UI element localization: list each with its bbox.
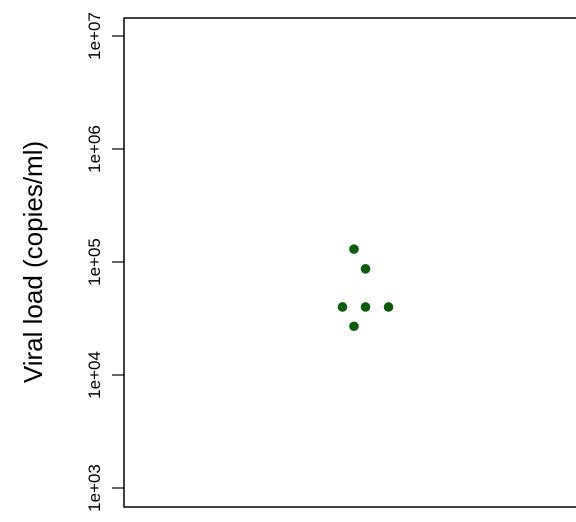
data-point <box>383 302 394 312</box>
y-tick-label: 1e+07 <box>85 12 104 60</box>
y-tick-label: 1e+06 <box>85 125 104 173</box>
data-point <box>349 321 359 332</box>
plot-frame <box>123 17 576 508</box>
data-point <box>337 302 348 312</box>
y-axis: 1e+03 1e+04 1e+05 1e+06 1e+07 <box>85 12 124 512</box>
y-tick-label: 1e+05 <box>85 238 104 286</box>
data-points <box>337 244 394 332</box>
y-tick-label: 1e+03 <box>85 464 104 512</box>
data-point <box>360 302 371 312</box>
y-tick-label: 1e+04 <box>85 351 104 399</box>
data-point <box>360 264 371 274</box>
y-axis-title: Viral load (copies/ml) <box>18 141 48 383</box>
data-point <box>349 244 359 254</box>
